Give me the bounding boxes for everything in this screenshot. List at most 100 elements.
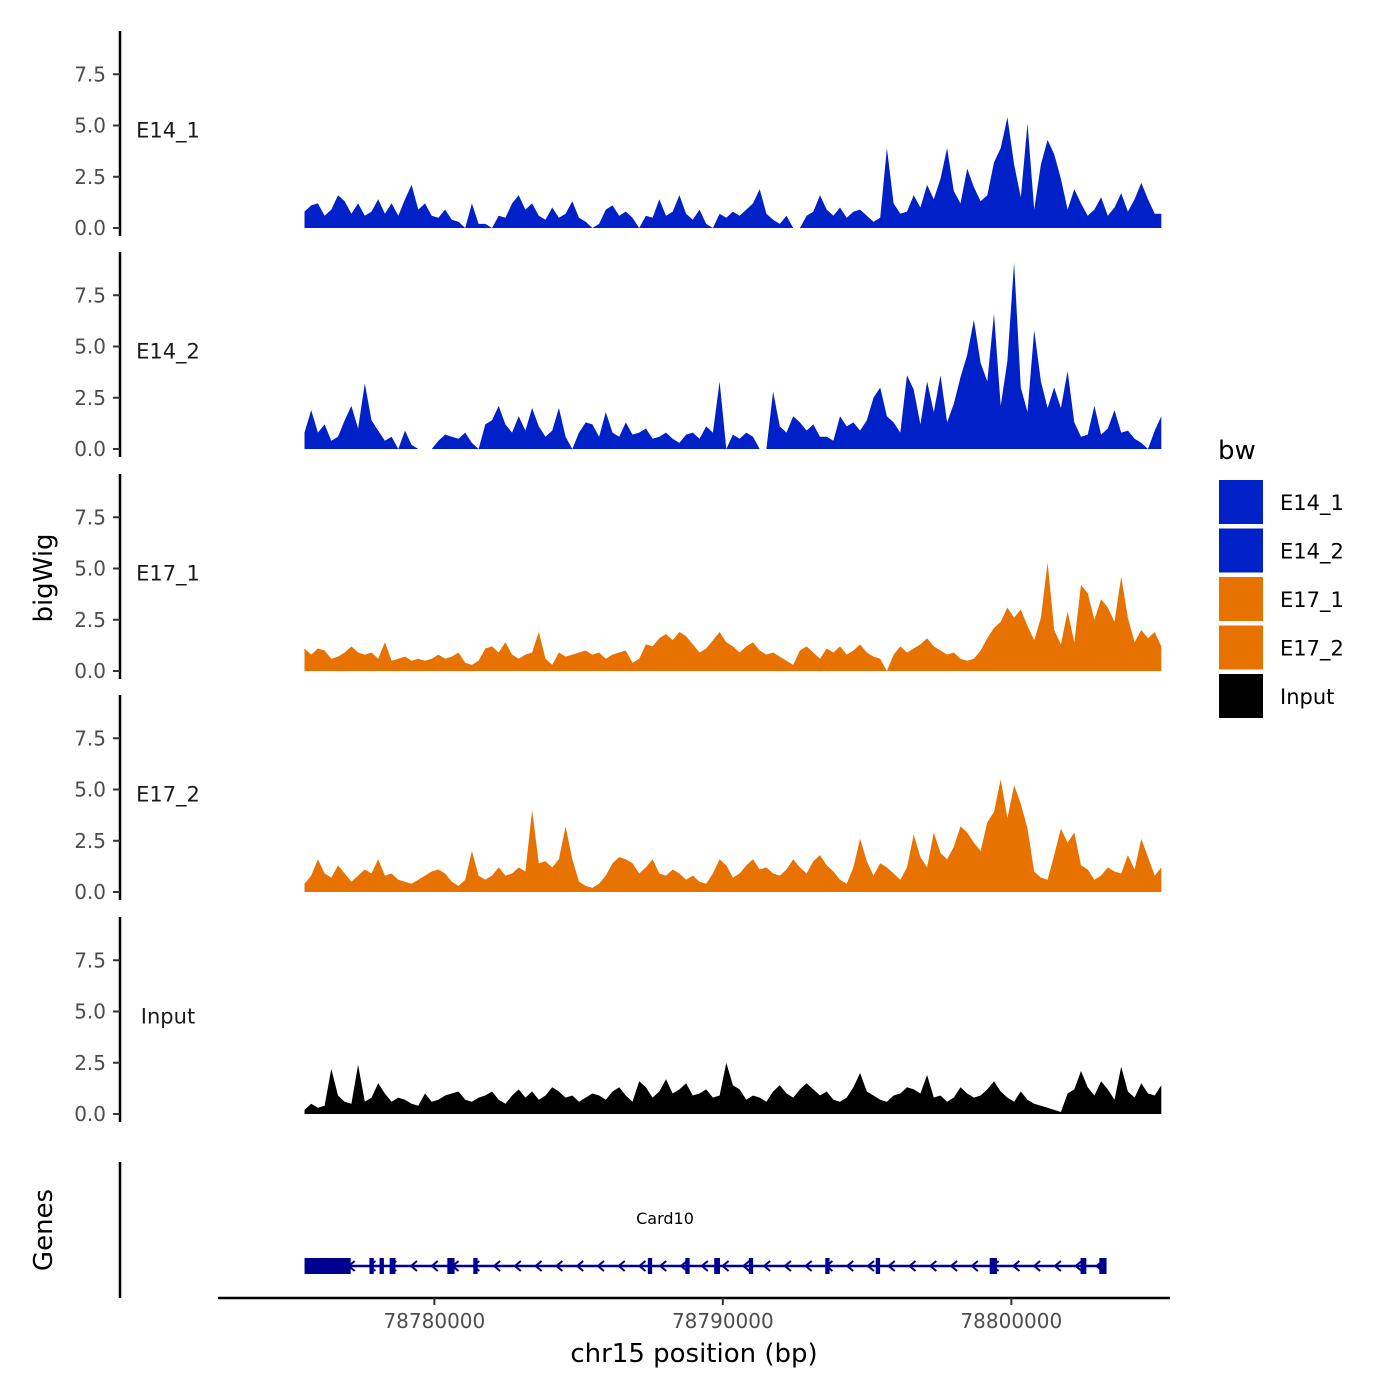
legend-label-e14-2: E14_2 — [1280, 540, 1344, 565]
y-tick-label-input-3: 7.5 — [74, 948, 106, 972]
y-tick-label-e17-1-3: 7.5 — [74, 505, 106, 529]
genes-axis-title: Genes — [29, 1189, 59, 1271]
y-tick-label-e17-2-0: 0.0 — [74, 880, 106, 904]
gene-exon-4 — [447, 1258, 455, 1274]
strand-arrow-35 — [1074, 1260, 1083, 1272]
strand-arrow-21 — [783, 1260, 792, 1272]
track-label-input: Input — [141, 1005, 195, 1029]
legend-label-e17-2: E17_2 — [1280, 637, 1344, 662]
x-tick-label-2: 78800000 — [960, 1309, 1062, 1333]
y-tick-label-e17-2-2: 5.0 — [74, 778, 106, 802]
legend-entries: E14_1 E14_2 E17_1 E17_2 Input — [1219, 480, 1344, 718]
x-axis-title: chr15 position (bp) — [570, 1339, 817, 1369]
y-tick-label-e17-1-2: 5.0 — [74, 557, 106, 581]
strand-arrow-20 — [762, 1260, 771, 1272]
strand-arrow-17 — [700, 1260, 709, 1272]
x-tick-label-0: 78780000 — [383, 1309, 485, 1333]
strand-arrow-27 — [907, 1260, 917, 1272]
panel-e14-1: 0.0 2.5 5.0 7.5 E14_1 — [74, 31, 1162, 240]
strand-arrow-4 — [430, 1260, 439, 1272]
y-tick-label-input-0: 0.0 — [74, 1102, 106, 1126]
strand-arrow-10 — [554, 1260, 564, 1272]
strand-arrow-7 — [492, 1260, 501, 1272]
track-label-e17-2: E17_2 — [136, 783, 200, 808]
strand-arrow-24 — [845, 1260, 854, 1272]
y-tick-label-e14-1-0: 0.0 — [74, 216, 106, 240]
coverage-panels: 0.0 2.5 5.0 7.5 E14_1 0.0 2.5 5.0 7.5 E14_2 0.0 2.5… — [74, 31, 1162, 1126]
legend: bw E14_1 E14_2 E17_1 E17_2 Input — [1218, 436, 1344, 718]
track-label-e17-1: E17_1 — [136, 562, 200, 587]
y-axis-title: bigWig — [29, 533, 59, 622]
coverage-area-e17-2 — [304, 779, 1162, 892]
strand-arrow-11 — [575, 1260, 584, 1272]
track-label-e14-1: E14_1 — [136, 119, 200, 144]
strand-arrow-14 — [637, 1260, 647, 1272]
y-tick-label-e14-1-1: 2.5 — [74, 165, 106, 189]
y-tick-label-e17-2-1: 2.5 — [74, 829, 106, 853]
y-tick-label-e14-2-3: 7.5 — [74, 283, 106, 307]
gene-panel: Genes Card10 — [29, 1162, 1107, 1298]
strand-arrow-16 — [679, 1260, 688, 1272]
gene-exon-14 — [1099, 1258, 1107, 1274]
gene-exon-8 — [714, 1258, 720, 1274]
x-tick-label-1: 78790000 — [672, 1309, 774, 1333]
gene-exon-0 — [304, 1258, 351, 1274]
strand-arrow-32 — [1011, 1260, 1021, 1272]
y-tick-label-e14-2-2: 5.0 — [74, 335, 106, 359]
y-tick-label-input-1: 2.5 — [74, 1051, 106, 1075]
coverage-area-e17-1 — [304, 562, 1162, 671]
gene-exon-11 — [875, 1258, 881, 1274]
legend-key-e17-2 — [1219, 625, 1263, 670]
gene-model-card10 — [304, 1258, 1107, 1274]
gene-exon-5 — [473, 1258, 478, 1274]
strand-arrow-34 — [1053, 1260, 1062, 1272]
strand-arrow-3 — [409, 1260, 418, 1272]
track-label-e14-2: E14_2 — [136, 340, 200, 365]
y-tick-label-e17-2-3: 7.5 — [74, 726, 106, 750]
legend-label-e14-1: E14_1 — [1280, 491, 1344, 516]
gene-exon-6 — [647, 1258, 653, 1274]
legend-title: bw — [1218, 436, 1256, 466]
gene-exon-7 — [685, 1258, 690, 1274]
legend-key-e14-2 — [1219, 528, 1263, 573]
panel-e17-1: 0.0 2.5 5.0 7.5 E17_1 — [74, 474, 1162, 683]
legend-key-e17-1 — [1219, 577, 1263, 621]
y-tick-label-e14-1-2: 5.0 — [74, 114, 106, 138]
gene-exon-3 — [389, 1258, 396, 1274]
gene-exon-1 — [369, 1258, 374, 1274]
y-tick-label-e17-1-0: 0.0 — [74, 659, 106, 683]
panel-input: 0.0 2.5 5.0 7.5 Input — [74, 917, 1162, 1126]
gene-exon-10 — [825, 1258, 830, 1274]
y-tick-label-input-2: 5.0 — [74, 1000, 106, 1024]
legend-key-input — [1219, 674, 1263, 718]
y-tick-label-e14-1-3: 7.5 — [74, 62, 106, 86]
strand-arrow-28 — [928, 1260, 937, 1272]
panel-e17-2: 0.0 2.5 5.0 7.5 E17_2 — [74, 695, 1162, 904]
gene-exon-12 — [989, 1258, 997, 1274]
gene-exon-2 — [379, 1258, 384, 1274]
strand-arrow-18 — [721, 1260, 730, 1272]
legend-key-e14-1 — [1219, 480, 1263, 524]
strand-arrow-25 — [866, 1260, 875, 1272]
strand-arrow-8 — [513, 1260, 522, 1272]
panel-e14-2: 0.0 2.5 5.0 7.5 E14_2 — [74, 252, 1162, 461]
coverage-area-input — [304, 1062, 1162, 1114]
x-axis: 78780000 78790000 78800000 chr15 position … — [218, 1296, 1170, 1369]
strand-arrow-15 — [658, 1260, 667, 1272]
strand-arrow-22 — [804, 1260, 813, 1272]
gene-name-label: Card10 — [636, 1209, 694, 1228]
coverage-area-e14-1 — [304, 117, 1162, 228]
strand-arrow-19 — [741, 1260, 750, 1272]
strand-arrow-33 — [1032, 1260, 1041, 1272]
strand-arrow-30 — [970, 1260, 979, 1272]
legend-label-e17-1: E17_1 — [1280, 588, 1344, 613]
coverage-area-e14-2 — [304, 262, 1162, 449]
legend-label-input: Input — [1280, 685, 1334, 709]
y-tick-label-e14-2-1: 2.5 — [74, 386, 106, 410]
strand-arrow-29 — [949, 1260, 958, 1272]
y-tick-label-e17-1-1: 2.5 — [74, 608, 106, 632]
y-tick-label-e14-2-0: 0.0 — [74, 437, 106, 461]
strand-arrow-13 — [617, 1260, 626, 1272]
strand-arrow-26 — [887, 1260, 896, 1272]
strand-arrow-9 — [534, 1260, 543, 1272]
